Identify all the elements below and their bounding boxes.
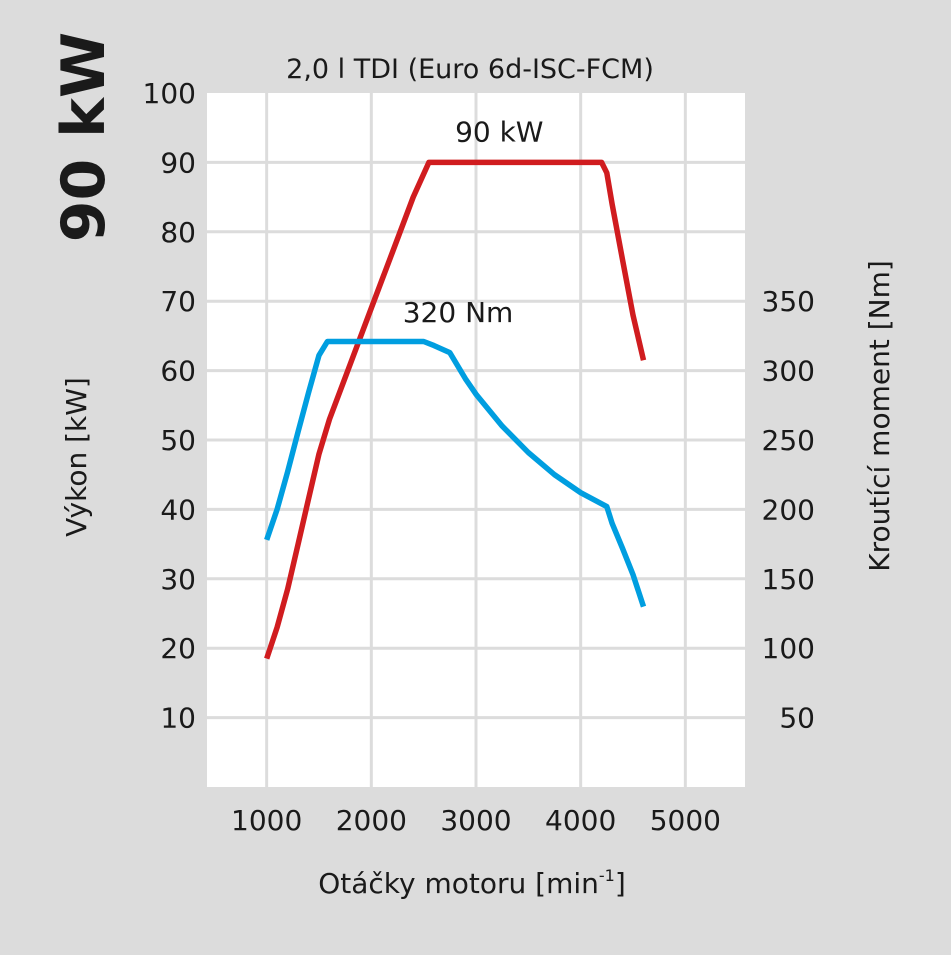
y-left-tick-label: 20 [160, 632, 196, 665]
y-right-tick-label: 250 [762, 424, 815, 457]
x-tick-label: 4000 [545, 804, 616, 837]
y-right-tick-label: 150 [762, 563, 815, 596]
x-axis-label: Otáčky motoru [min-1] [318, 866, 626, 900]
y-left-tick-label: 40 [160, 493, 196, 526]
y-left-tick-label: 100 [143, 77, 196, 110]
x-axis-label-end: ] [615, 867, 626, 900]
y-left-tick-label: 90 [160, 146, 196, 179]
x-tick-labels: 1000 2000 3000 4000 5000 [231, 804, 721, 837]
x-tick-label: 3000 [440, 804, 511, 837]
y-right-tick-label: 200 [762, 493, 815, 526]
y-left-tick-label: 80 [160, 216, 196, 249]
chart-subtitle: 2,0 l TDI (Euro 6d-ISC-FCM) [286, 54, 654, 85]
x-tick-label: 2000 [336, 804, 407, 837]
y-right-axis-label: Kroutící moment [Nm] [863, 260, 896, 572]
x-tick-label: 5000 [650, 804, 721, 837]
y-right-tick-label: 350 [762, 285, 815, 318]
y-left-tick-labels: 10 20 30 40 50 60 70 80 90 100 [143, 77, 196, 735]
torque-series-line [264, 338, 647, 608]
torque-series-label: 320 Nm [403, 296, 514, 329]
chart-title: 90 kW [49, 32, 119, 242]
y-gridlines [207, 160, 745, 720]
y-right-tick-label: 100 [762, 632, 815, 665]
y-right-tick-labels: 50 100 150 200 250 300 350 [762, 285, 815, 734]
power-series-label: 90 kW [455, 116, 543, 149]
y-left-axis-label: Výkon [kW] [60, 377, 93, 537]
x-axis-label-main: Otáčky motoru [min [318, 867, 599, 900]
y-left-tick-label: 30 [160, 563, 196, 596]
series-labels: 90 kW 320 Nm [403, 116, 544, 329]
y-right-tick-label: 50 [779, 702, 815, 735]
y-left-tick-label: 60 [160, 355, 196, 388]
y-left-tick-label: 50 [160, 424, 196, 457]
y-right-tick-label: 300 [762, 355, 815, 388]
y-left-tick-label: 70 [160, 285, 196, 318]
x-axis-label-superscript: -1 [599, 866, 615, 885]
x-tick-label: 1000 [231, 804, 302, 837]
series-layer [264, 159, 647, 660]
power-series-line [264, 159, 647, 660]
y-left-tick-label: 10 [160, 702, 196, 735]
